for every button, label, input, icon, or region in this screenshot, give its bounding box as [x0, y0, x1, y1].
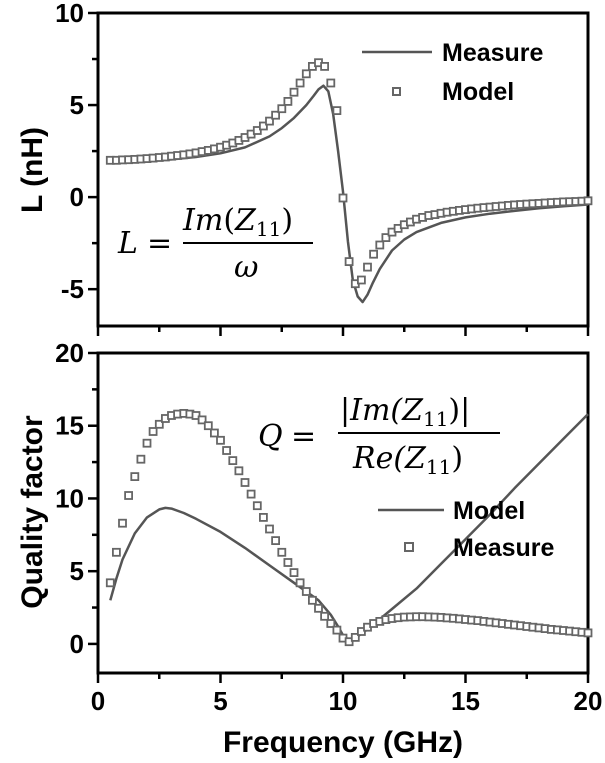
- bottom-series-measure-point: [289, 568, 299, 577]
- top-series-model-point: [356, 275, 366, 285]
- bottom-series-measure-point: [228, 456, 238, 466]
- top-y-tick-label: -5: [61, 274, 84, 304]
- bottom-series-measure-point: [148, 427, 158, 436]
- top-series-model-point: [265, 116, 274, 126]
- bottom-series-measure-point: [136, 454, 146, 464]
- top-y-tick-label: 0: [70, 182, 84, 212]
- top-legend-marker-swatch: [392, 87, 401, 96]
- bottom-series-measure-point: [197, 415, 207, 425]
- top-y-tick-label: 10: [55, 0, 84, 28]
- bottom-series-layer: [105, 408, 593, 647]
- bottom-series-measure-point: [216, 435, 225, 445]
- top-series-model-point: [277, 104, 287, 114]
- bottom-y-tick-label: 10: [55, 483, 84, 513]
- top-series-model-point: [326, 78, 336, 88]
- top-series-model-point: [252, 126, 262, 135]
- bottom-series-measure-point: [112, 547, 121, 557]
- bottom-series-measure-point: [307, 595, 317, 605]
- bottom-series-measure-point: [326, 619, 336, 628]
- bottom-series-measure-point: [314, 603, 323, 613]
- bottom-y-tick-label: 5: [70, 556, 84, 586]
- top-series-model-point: [344, 257, 354, 267]
- bottom-series-measure-point: [277, 547, 287, 557]
- top-eq-lhs: L: [117, 226, 138, 261]
- bottom-series-measure-point: [332, 625, 342, 635]
- top-legend-label-measure: Measure: [442, 39, 544, 67]
- bottom-series-measure-point: [234, 466, 244, 476]
- top-series-model-point: [363, 262, 372, 272]
- bottom-series-measure-point: [124, 491, 133, 500]
- bottom-series-measure-point: [301, 587, 311, 596]
- bottom-legend-marker-swatch: [404, 542, 414, 552]
- bottom-axis-ticks: 0 5 10 15 20 20 15 10 5 0: [55, 338, 602, 716]
- top-series-model-point: [301, 69, 311, 79]
- bottom-series-measure-point: [240, 478, 250, 487]
- bottom-eq-lhs: Q: [258, 419, 283, 454]
- top-series-measure-line: [110, 84, 589, 304]
- top-axis-ticks: 10 5 0 -5: [55, 0, 590, 336]
- top-series-model-point: [271, 110, 281, 120]
- bottom-y-tick-label: 0: [70, 629, 84, 659]
- bottom-legend: Model Measure: [378, 497, 555, 562]
- bottom-series-measure-point: [320, 611, 330, 621]
- bottom-series-measure-point: [203, 421, 213, 431]
- bottom-series-measure-point: [130, 472, 140, 482]
- bottom-series-measure-point: [118, 518, 127, 528]
- bottom-x-tick-label: 15: [451, 686, 480, 716]
- top-series-model-point: [338, 193, 348, 203]
- x-axis-title: Frequency (GHz): [223, 726, 463, 759]
- top-eq-numerator: Im(Z11): [182, 203, 293, 241]
- top-y-tick-label: 5: [70, 90, 84, 120]
- top-series-model-point: [381, 233, 391, 243]
- top-series-layer: [105, 58, 593, 304]
- top-series-model-point: [332, 106, 342, 115]
- bottom-series-measure-point: [265, 524, 274, 534]
- bottom-series-measure-point: [209, 428, 219, 438]
- top-y-axis-title: L (nH): [16, 127, 49, 213]
- bottom-x-tick-label: 0: [91, 686, 105, 716]
- top-series-model-point: [258, 121, 268, 131]
- bottom-series-measure-point: [258, 513, 268, 522]
- bottom-series-measure-point: [283, 558, 293, 567]
- top-series-model-point: [295, 78, 305, 88]
- top-series-model-point: [369, 249, 379, 259]
- bottom-series-measure-point: [142, 438, 152, 448]
- bottom-y-tick-label: 15: [55, 411, 84, 441]
- top-panel: 10 5 0 -5 L (nH) Measure Model L = Im(Z11) …: [16, 0, 593, 336]
- bottom-series-measure-point: [583, 628, 593, 638]
- bottom-equation: Q = |Im(Z11)| Re(Z11): [258, 393, 500, 479]
- top-series-model-point: [375, 240, 385, 250]
- bottom-legend-label-model: Model: [453, 497, 525, 525]
- top-series-model-point: [320, 62, 330, 71]
- bottom-series-measure-point: [295, 578, 305, 588]
- bottom-series-measure-point: [246, 489, 256, 499]
- bottom-series-measure-point: [252, 501, 262, 511]
- top-equation: L = Im(Z11) ω: [117, 203, 313, 285]
- bottom-eq-equals: =: [291, 419, 316, 454]
- top-series-model-point: [283, 97, 293, 106]
- bottom-series-measure-point: [222, 446, 232, 455]
- bottom-legend-label-measure: Measure: [453, 534, 555, 562]
- bottom-y-axis-title: Quality factor: [16, 415, 49, 609]
- bottom-series-measure-point: [105, 578, 115, 588]
- bottom-y-tick-label: 20: [55, 338, 84, 368]
- bottom-eq-denominator: Re(Z11): [352, 441, 463, 479]
- bottom-panel: 0 5 10 15 20 20 15 10 5 0 Quality factor Frequenc…: [16, 338, 602, 759]
- bottom-x-tick-label: 5: [213, 686, 227, 716]
- bottom-series-measure-point: [271, 536, 281, 545]
- top-eq-denominator: ω: [234, 250, 258, 285]
- bottom-series-model-line: [109, 413, 589, 641]
- bottom-eq-numerator: |Im(Z11)|: [340, 393, 470, 431]
- bottom-series-measure-point: [154, 419, 164, 429]
- top-series-model-point: [583, 196, 593, 206]
- top-legend-label-model: Model: [442, 78, 514, 106]
- top-eq-equals: =: [147, 226, 172, 261]
- bottom-x-tick-label: 20: [574, 686, 603, 716]
- bottom-x-tick-label: 10: [329, 686, 358, 716]
- bottom-series-measure-point: [350, 633, 360, 642]
- top-series-model-point: [289, 87, 299, 97]
- top-legend: Measure Model: [362, 39, 544, 106]
